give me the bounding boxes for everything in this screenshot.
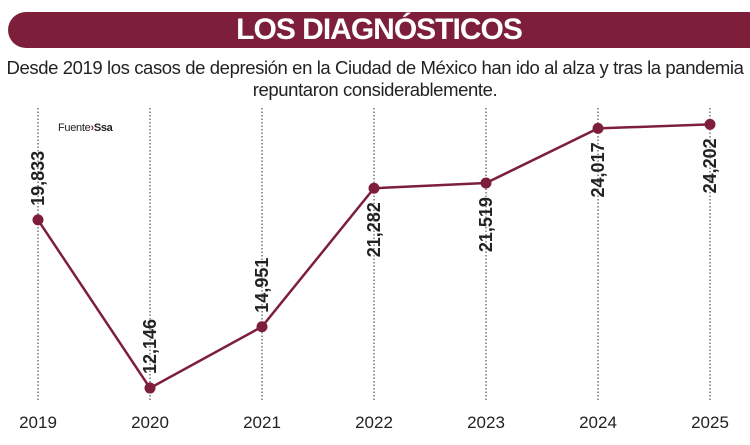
data-point	[32, 214, 44, 226]
data-label: 12,146	[140, 319, 160, 374]
data-point	[480, 177, 492, 189]
data-label: 21,282	[364, 202, 384, 257]
data-point	[144, 382, 156, 394]
data-label: 21,519	[476, 197, 496, 252]
data-point	[256, 321, 268, 333]
data-point	[368, 182, 380, 194]
source-note: Fuente›Ssa	[58, 122, 113, 134]
x-tick-label: 2022	[355, 413, 393, 432]
data-label: 24,202	[700, 138, 720, 193]
chart-subtitle: Desde 2019 los casos de depresión en la …	[6, 57, 744, 100]
x-tick-label: 2020	[131, 413, 169, 432]
x-tick-label: 2025	[691, 413, 729, 432]
x-tick-label: 2019	[19, 413, 57, 432]
source-label: Fuente	[58, 122, 91, 134]
data-point	[704, 118, 716, 130]
data-label: 14,951	[252, 258, 272, 313]
title-banner: LOS DIAGNÓSTICOS	[8, 12, 750, 48]
x-tick-label: 2024	[579, 413, 617, 432]
data-label: 24,017	[588, 142, 608, 197]
data-label: 19,833	[28, 151, 48, 206]
x-tick-label: 2023	[467, 413, 505, 432]
data-point	[592, 122, 604, 134]
source-arrow-icon: ›	[90, 122, 94, 134]
source-name: Ssa	[93, 122, 113, 134]
chart-title: LOS DIAGNÓSTICOS	[236, 13, 523, 46]
x-tick-label: 2021	[243, 413, 281, 432]
